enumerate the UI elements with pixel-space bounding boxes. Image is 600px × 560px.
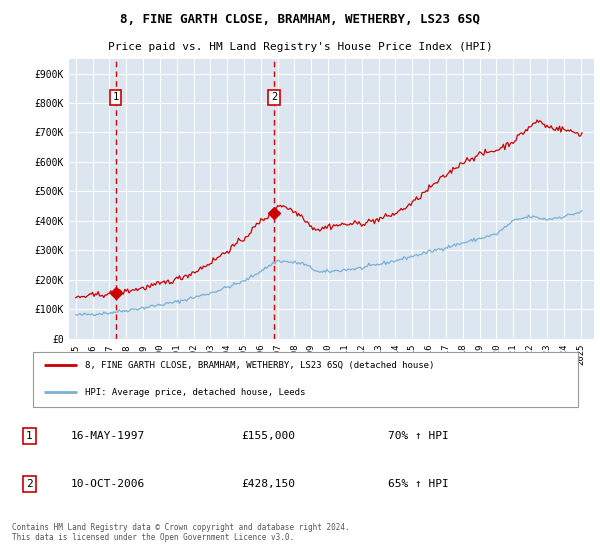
Text: 2: 2: [26, 479, 33, 489]
Text: 10-OCT-2006: 10-OCT-2006: [71, 479, 145, 489]
Text: £428,150: £428,150: [241, 479, 295, 489]
Text: Contains HM Land Registry data © Crown copyright and database right 2024.
This d: Contains HM Land Registry data © Crown c…: [12, 523, 350, 542]
Text: 2: 2: [271, 92, 277, 102]
Text: 16-MAY-1997: 16-MAY-1997: [71, 431, 145, 441]
Text: 65% ↑ HPI: 65% ↑ HPI: [388, 479, 449, 489]
Text: HPI: Average price, detached house, Leeds: HPI: Average price, detached house, Leed…: [85, 388, 305, 397]
Text: 1: 1: [113, 92, 119, 102]
Text: 8, FINE GARTH CLOSE, BRAMHAM, WETHERBY, LS23 6SQ: 8, FINE GARTH CLOSE, BRAMHAM, WETHERBY, …: [120, 13, 480, 26]
Text: £155,000: £155,000: [241, 431, 295, 441]
Text: 1: 1: [26, 431, 33, 441]
Text: Price paid vs. HM Land Registry's House Price Index (HPI): Price paid vs. HM Land Registry's House …: [107, 43, 493, 52]
Text: 8, FINE GARTH CLOSE, BRAMHAM, WETHERBY, LS23 6SQ (detached house): 8, FINE GARTH CLOSE, BRAMHAM, WETHERBY, …: [85, 361, 434, 370]
Text: 70% ↑ HPI: 70% ↑ HPI: [388, 431, 449, 441]
FancyBboxPatch shape: [33, 352, 578, 407]
